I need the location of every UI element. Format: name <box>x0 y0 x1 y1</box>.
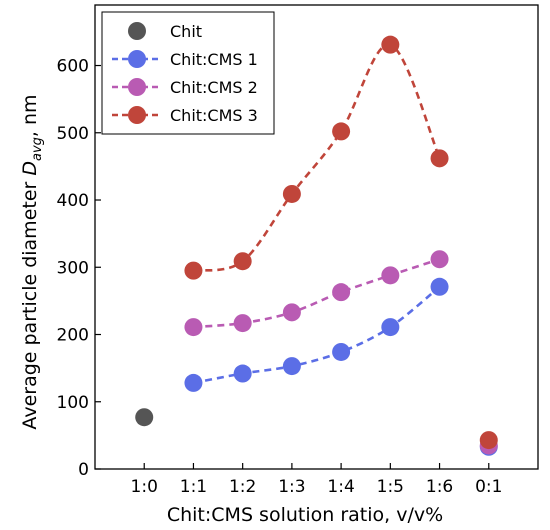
y-tick-label: 200 <box>57 326 89 346</box>
series-line <box>193 285 441 385</box>
data-point <box>381 266 400 285</box>
data-point <box>332 283 351 302</box>
x-tick-label: 1:0 <box>131 477 158 497</box>
x-tick-label: 1:5 <box>377 477 404 497</box>
data-point <box>233 252 252 271</box>
data-point <box>184 373 203 392</box>
x-tick-label: 1:2 <box>229 477 256 497</box>
data-point <box>233 364 252 383</box>
y-tick-label: 500 <box>57 124 89 144</box>
y-axis-title-unit: , nm <box>19 94 41 137</box>
data-point <box>332 342 351 361</box>
x-axis-title: Chit:CMS solution ratio, v/v% <box>167 504 443 526</box>
y-axis-title-subscript: avg <box>30 137 45 161</box>
legend-item: Chit <box>128 22 202 41</box>
legend-marker <box>128 78 146 96</box>
y-axis-title: Average particle diameter Davg, nm <box>19 94 45 429</box>
data-point <box>479 431 498 450</box>
series-1 <box>135 408 154 427</box>
x-tick-label: 0:1 <box>475 477 502 497</box>
data-point <box>282 303 301 322</box>
legend-label: Chit:CMS 1 <box>170 50 258 69</box>
y-axis-title-main: Average particle diameter <box>19 176 41 430</box>
series-layer <box>135 35 498 456</box>
legend-label: Chit <box>170 22 202 41</box>
ticks: 0 100 200 300 400 500 600 1:0 1:1 1:2 1:3 1:4 1:5 1:6… <box>57 57 503 497</box>
x-tick-label: 1:3 <box>278 477 305 497</box>
y-tick-label: 400 <box>57 191 89 211</box>
data-point <box>184 318 203 337</box>
data-point <box>282 184 301 203</box>
data-point <box>430 277 449 296</box>
y-tick-label: 0 <box>78 460 89 480</box>
series-2 <box>184 277 498 456</box>
legend-item: Chit:CMS 3 <box>112 106 258 125</box>
legend-marker <box>128 50 146 68</box>
legend-item: Chit:CMS 1 <box>112 50 258 69</box>
plot-frame <box>94 4 539 470</box>
axis-frame <box>94 4 539 470</box>
data-point <box>430 149 449 168</box>
x-tick-label: 1:6 <box>426 477 453 497</box>
legend-label: Chit:CMS 3 <box>170 106 258 125</box>
y-tick-label: 100 <box>57 393 89 413</box>
x-tick-label: 1:1 <box>180 477 207 497</box>
data-point <box>381 318 400 337</box>
data-point <box>135 408 154 427</box>
legend: Chit Chit:CMS 1 Chit:CMS 2 Chit:CMS 3 <box>101 11 275 135</box>
y-tick-label: 600 <box>57 57 89 77</box>
legend-marker <box>128 106 146 124</box>
x-tick-label: 1:4 <box>327 477 354 497</box>
data-point <box>282 357 301 376</box>
data-point <box>381 35 400 54</box>
data-point <box>233 314 252 333</box>
y-tick-label: 300 <box>57 258 89 278</box>
data-point <box>430 250 449 269</box>
data-point <box>184 261 203 280</box>
legend-item: Chit:CMS 2 <box>112 78 258 97</box>
legend-label: Chit:CMS 2 <box>170 78 258 97</box>
series-4 <box>184 35 498 450</box>
data-point <box>332 122 351 141</box>
legend-marker <box>128 22 146 40</box>
y-axis-title-symbol: D <box>19 161 41 176</box>
